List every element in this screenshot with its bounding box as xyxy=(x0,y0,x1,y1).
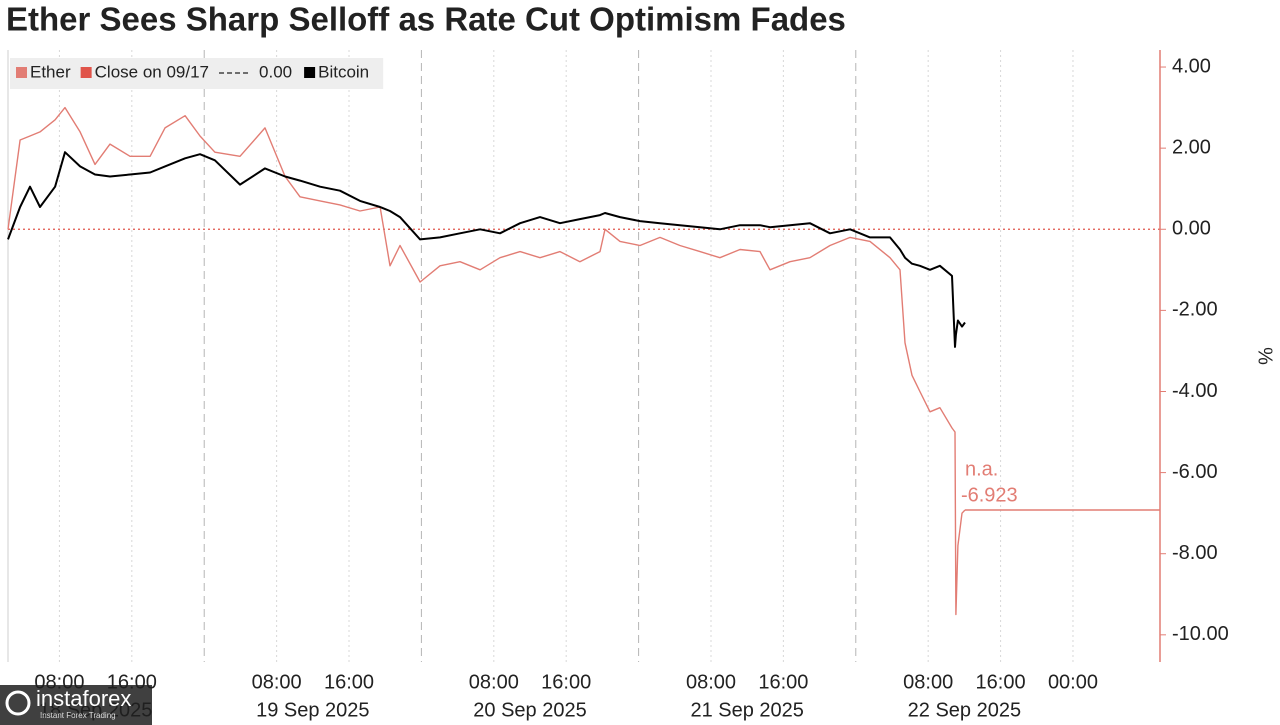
watermark: instaforex Instant Forex Trading xyxy=(0,685,152,725)
x-tick-label: 08:00 xyxy=(469,671,519,693)
y-tick-label: 4.00 xyxy=(1172,55,1211,77)
y-tick-label: -10.00 xyxy=(1172,623,1229,645)
legend-box xyxy=(10,58,384,89)
x-day-label: 20 Sep 2025 xyxy=(473,699,586,721)
x-tick-label: 08:00 xyxy=(903,671,953,693)
x-tick-label: 16:00 xyxy=(324,671,374,693)
x-tick-label: 16:00 xyxy=(976,671,1026,693)
y-tick-label: -2.00 xyxy=(1172,299,1218,321)
y-tick-label: -6.00 xyxy=(1172,461,1218,483)
x-tick-label: 08:00 xyxy=(252,671,302,693)
plot: n.a. -6.923 xyxy=(7,106,1160,616)
watermark-box xyxy=(0,685,152,725)
series-line xyxy=(7,151,966,348)
legend-swatch xyxy=(304,67,316,78)
x-tick-label: 16:00 xyxy=(758,671,808,693)
legend: Ether Close on 09/17 0.00 Bitcoin xyxy=(10,58,384,89)
chart-title: Ether Sees Sharp Selloff as Rate Cut Opt… xyxy=(6,1,846,38)
legend-label: Bitcoin xyxy=(318,62,369,81)
end-label-text: n.a. xyxy=(965,458,998,480)
legend-ref-value: 0.00 xyxy=(259,62,292,81)
watermark-logo xyxy=(5,690,31,716)
y-tick-label: -8.00 xyxy=(1172,542,1218,564)
grid xyxy=(7,50,1074,662)
y-axis-label: % xyxy=(1254,347,1276,365)
end-label-value: -6.923 xyxy=(961,484,1018,506)
y-tick-label: 2.00 xyxy=(1172,136,1211,158)
y-tick-label: 0.00 xyxy=(1172,218,1211,240)
x-tick-label: 16:00 xyxy=(541,671,591,693)
y-tick-label: -4.00 xyxy=(1172,380,1218,402)
legend-swatch xyxy=(16,67,27,78)
x-tick-label: 08:00 xyxy=(686,671,736,693)
x-tick-label: 00:00 xyxy=(1048,671,1098,693)
x-day-label: 22 Sep 2025 xyxy=(908,699,1021,721)
x-day-label: 21 Sep 2025 xyxy=(690,699,803,721)
x-day-label: 19 Sep 2025 xyxy=(256,699,369,721)
watermark-name: instaforex xyxy=(36,686,131,711)
legend-swatch xyxy=(80,67,92,78)
legend-label: Close on 09/17 xyxy=(95,62,209,81)
legend-label: Ether xyxy=(30,62,71,81)
watermark-tagline: Instant Forex Trading xyxy=(40,711,116,720)
series-line xyxy=(7,106,966,616)
